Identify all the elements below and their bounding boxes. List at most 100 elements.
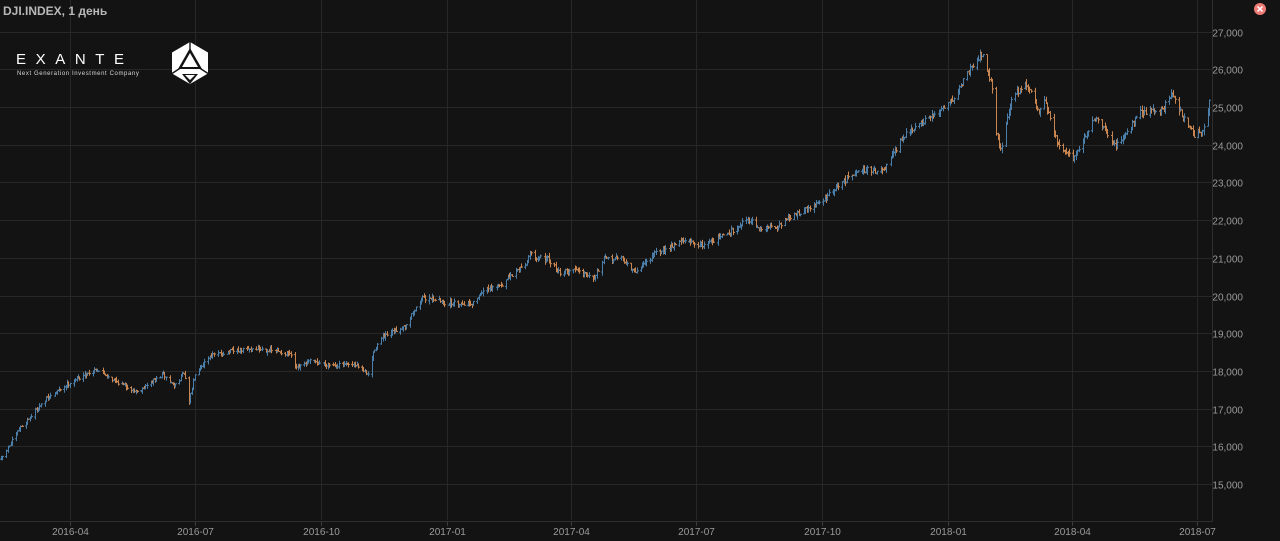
ohlc-bar (730, 225, 733, 237)
ohlc-bar (588, 272, 591, 279)
ohlc-bar (760, 227, 763, 232)
ohlc-bar (115, 376, 118, 384)
ohlc-bar (49, 392, 52, 399)
ohlc-bar (881, 167, 884, 175)
ohlc-bar (461, 300, 464, 305)
close-icon[interactable] (1254, 3, 1266, 15)
ohlc-bar (88, 369, 91, 376)
ohlc-bar (924, 115, 927, 125)
ohlc-bar (122, 382, 125, 386)
ohlc-bar (1126, 128, 1129, 136)
ohlc-bar (280, 349, 283, 356)
ohlc-bar (163, 371, 166, 380)
ohlc-bar (343, 360, 346, 367)
ohlc-bar (785, 217, 788, 221)
time-tick-label: 2016-07 (177, 527, 214, 538)
price-tick-label: 23,000 (1212, 179, 1243, 190)
ohlc-bar (1161, 106, 1164, 110)
ohlc-bar (1124, 132, 1127, 139)
ohlc-bar (1078, 146, 1081, 153)
ohlc-bar (940, 106, 943, 111)
price-tick-label: 26,000 (1212, 66, 1243, 77)
time-tick-label: 2017-07 (678, 527, 715, 538)
ohlc-bar (809, 205, 812, 212)
ohlc-bar (1174, 95, 1177, 104)
ohlc-bar (136, 390, 139, 393)
ohlc-bar (402, 325, 405, 332)
ohlc-bar (405, 324, 408, 330)
price-tick-label: 17,000 (1212, 406, 1243, 417)
ohlc-bar (1193, 129, 1196, 138)
ohlc-bar (520, 263, 523, 268)
ohlc-bar (597, 268, 600, 272)
ohlc-bar (828, 189, 831, 197)
ohlc-bar (1187, 117, 1190, 128)
ohlc-bar (357, 363, 360, 369)
ohlc-bar (132, 388, 135, 394)
ohlc-bar (457, 300, 460, 308)
time-tick-label: 2016-10 (303, 527, 340, 538)
ohlc-bar (943, 105, 946, 109)
ohlc-bar (63, 385, 66, 393)
ohlc-bar (767, 225, 770, 229)
ohlc-bar (174, 383, 177, 388)
ohlc-bar (645, 258, 648, 267)
ohlc-bar (549, 259, 552, 268)
ohlc-bar (203, 358, 206, 369)
ohlc-bar (1087, 130, 1090, 137)
ohlc-bar (472, 300, 475, 306)
ohlc-bar (642, 260, 645, 268)
ohlc-bar (1025, 78, 1028, 91)
price-tick-label: 19,000 (1212, 330, 1243, 341)
ohlc-bar (413, 309, 416, 316)
ohlc-bar (866, 165, 869, 176)
time-tick-label: 2018-07 (1179, 527, 1216, 538)
ohlc-bar (524, 262, 527, 270)
ohlc-bar (636, 267, 639, 274)
ohlc-bar (56, 389, 59, 395)
ohlc-bar (1145, 107, 1148, 115)
ohlc-bar (178, 379, 181, 385)
ohlc-bar (82, 372, 85, 382)
ohlc-bar (982, 54, 985, 58)
ohlc-bar (664, 245, 667, 256)
ohlc-bar (626, 261, 629, 267)
ohlc-bar (192, 378, 195, 391)
ohlc-bar (367, 371, 370, 377)
ohlc-bar (152, 378, 155, 386)
ohlc-bar (299, 364, 302, 371)
price-tick-label: 20,000 (1212, 293, 1243, 304)
ohlc-bar (961, 84, 964, 87)
ohlc-bar (69, 382, 72, 389)
ohlc-bar (578, 267, 581, 274)
ohlc-bar (697, 242, 700, 249)
ohlc-bar (1035, 98, 1038, 110)
ohlc-bar (844, 175, 847, 187)
ohlc-bar (1120, 136, 1123, 145)
ohlc-bar (428, 294, 431, 305)
ohlc-bar (1091, 116, 1094, 133)
ohlc-bar (972, 63, 975, 68)
ohlc-bar (876, 170, 879, 175)
ohlc-bar (111, 376, 114, 383)
ohlc-bar (530, 251, 533, 256)
ohlc-bar (1183, 113, 1186, 123)
ohlc-bar (232, 346, 235, 355)
ohlc-bar (732, 227, 735, 236)
ohlc-bar (1168, 95, 1171, 105)
ohlc-bar (953, 97, 956, 105)
ohlc-bar (40, 403, 43, 408)
ohlc-bar (583, 270, 586, 278)
ohlc-bar (1030, 89, 1033, 93)
ohlc-bar (1076, 149, 1079, 156)
ohlc-bar (947, 102, 950, 111)
ohlc-bar (78, 376, 81, 381)
ohlc-bar (1116, 137, 1119, 150)
ohlc-bar (34, 407, 37, 420)
logo-wordmark: EXANTE (16, 51, 134, 68)
ohlc-bar (165, 376, 168, 381)
ohlc-bar (309, 358, 312, 365)
ohlc-bar (818, 200, 821, 205)
ohlc-bar (453, 298, 456, 307)
ohlc-bar (546, 255, 549, 262)
